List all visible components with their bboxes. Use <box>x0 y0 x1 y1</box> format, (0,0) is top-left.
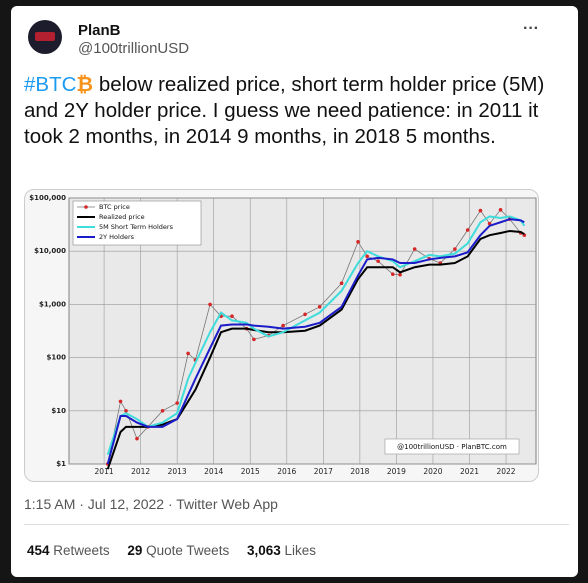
author-name[interactable]: PlanB <box>78 22 121 39</box>
price-dot <box>230 314 234 319</box>
price-dot <box>498 208 503 212</box>
stat-count: 29 <box>127 543 143 558</box>
stat-count: 3,063 <box>246 543 281 558</box>
more-menu[interactable]: ··· <box>523 20 539 37</box>
tweet-card: PlanB @100trillionUSD ··· #BTC₿ below re… <box>11 6 578 577</box>
price-dot <box>252 337 256 342</box>
tweet-body: below realized price, short term holder … <box>24 73 545 148</box>
x-tick-label: 2015 <box>241 467 260 476</box>
tweet-text: #BTC₿ below realized price, short term h… <box>24 72 564 150</box>
price-dot <box>453 247 457 251</box>
x-tick-label: 2017 <box>314 467 333 476</box>
legend-label: 2Y Holders <box>99 233 135 241</box>
annotation: @100trillionUSD · PlanBTC.com <box>397 443 507 451</box>
price-dot <box>465 228 470 232</box>
x-tick-label: 2018 <box>350 467 369 476</box>
price-dot <box>478 208 483 213</box>
x-tick-label: 2012 <box>131 467 150 476</box>
chart: $1 $10 $100 $1,000 $10,000 $100,000 2011 2012 20… <box>29 194 537 476</box>
stat[interactable]: 454 Retweets <box>27 543 110 558</box>
x-tick-label: 2020 <box>423 467 442 476</box>
price-dot <box>339 281 344 286</box>
separator <box>24 524 569 525</box>
annotation-box <box>384 438 520 455</box>
y-tick-label: $100,000 <box>29 194 66 202</box>
price-dot <box>118 399 123 404</box>
stat[interactable]: 29 Quote Tweets <box>127 543 229 558</box>
price-dot <box>160 409 165 413</box>
series-line <box>106 215 526 455</box>
legend-label: Realized price <box>99 213 145 221</box>
x-tick-label: 2022 <box>496 467 515 476</box>
series-line <box>106 218 525 465</box>
stat-label: Likes <box>284 543 317 558</box>
price-dot <box>376 259 380 263</box>
price-dot <box>412 247 417 251</box>
price-dot <box>398 273 402 277</box>
price-dot <box>208 302 212 307</box>
price-dot <box>356 240 360 244</box>
chart-image[interactable]: $1 $10 $100 $1,000 $10,000 $100,000 2011 2012 20… <box>24 189 539 482</box>
price-dot <box>186 351 190 356</box>
price-dot <box>175 401 179 405</box>
stat-count: 454 <box>27 543 50 558</box>
stat-label: Retweets <box>53 543 110 558</box>
price-dot <box>124 409 128 413</box>
price-dot <box>390 272 395 276</box>
x-tick-label: 2019 <box>387 467 406 476</box>
price-dot <box>365 254 369 259</box>
author-handle[interactable]: @100trillionUSD <box>78 40 190 57</box>
price-dot <box>135 436 139 441</box>
x-tick-label: 2011 <box>95 467 114 476</box>
price-dot <box>281 323 285 328</box>
timestamp[interactable]: 1:15 AM · Jul 12, 2022 · Twitter Web App <box>24 496 278 512</box>
stats: 454 Retweets 29 Quote Tweets 3,063 Likes <box>27 543 330 558</box>
avatar[interactable] <box>27 19 63 55</box>
x-tick-label: 2013 <box>168 467 187 476</box>
stat-label: Quote Tweets <box>146 543 230 558</box>
y-tick-label: $10 <box>51 407 66 415</box>
price-dot <box>317 305 322 309</box>
y-tick-label: $100 <box>47 354 67 362</box>
emoji: ₿ <box>76 73 94 96</box>
x-tick-label: 2016 <box>277 467 296 476</box>
legend-label: 5M Short Term Holders <box>99 223 174 231</box>
legend-swatch-dot <box>84 205 88 209</box>
x-tick-label: 2021 <box>460 467 479 476</box>
stat[interactable]: 3,063 Likes <box>247 543 316 558</box>
y-tick-label: $1 <box>56 460 66 468</box>
y-tick-label: $1,000 <box>39 300 66 308</box>
hashtag[interactable]: #BTC <box>24 73 77 96</box>
y-tick-label: $10,000 <box>34 247 66 255</box>
legend-label: BTC price <box>99 203 130 211</box>
x-tick-label: 2014 <box>204 467 223 476</box>
price-dot <box>303 312 307 317</box>
